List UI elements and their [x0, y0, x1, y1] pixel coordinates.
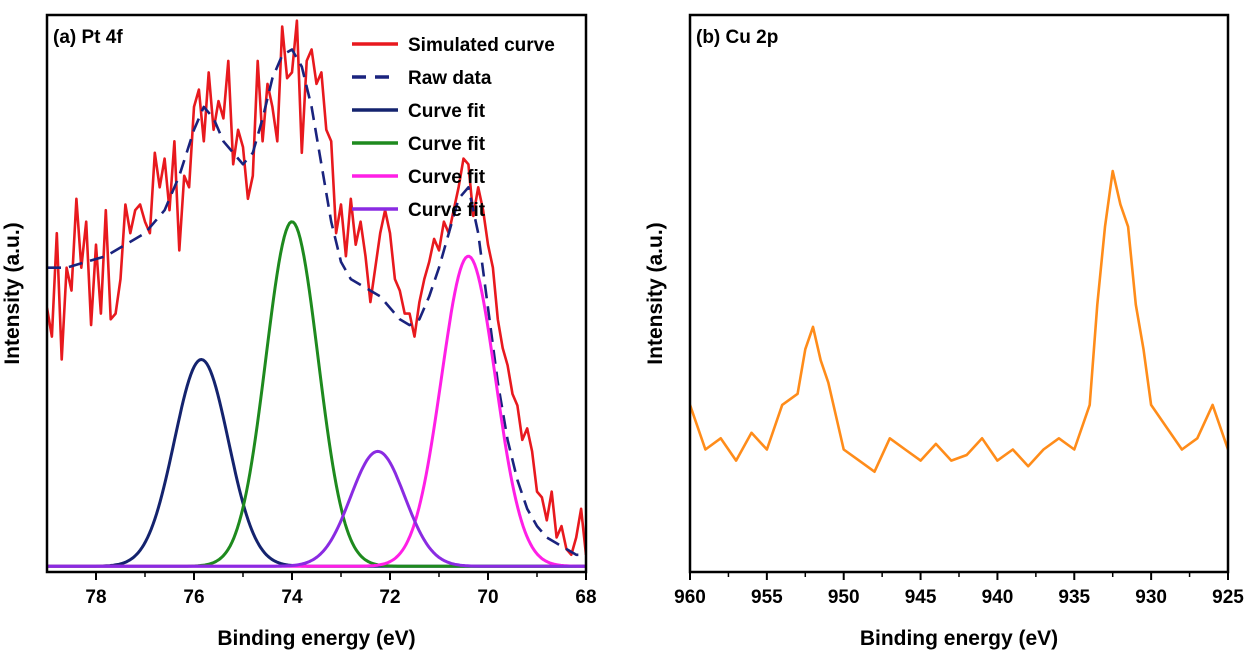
- panel-b-frame: [688, 13, 1230, 574]
- panel-a: 78 76 74 72 70 68 (a) Pt 4f Binding energy (e…: [1, 13, 597, 650]
- legend-label: Simulated curve: [408, 35, 555, 56]
- x-tick-label: 68: [575, 587, 596, 608]
- legend-label: Curve fit: [408, 167, 486, 188]
- x-tick-label: 70: [477, 587, 498, 608]
- panel-a-legend: Simulated curve Raw data Curve fit Curve fi…: [352, 35, 555, 221]
- series-spectrum-line: [690, 169, 1228, 473]
- series-simulated-curve-line: [47, 19, 586, 557]
- x-tick-label: 950: [828, 587, 860, 608]
- x-tick-label: 930: [1135, 587, 1167, 608]
- x-tick-label: 78: [85, 587, 106, 608]
- panel-a-x-axis-label: Binding energy (eV): [217, 627, 415, 650]
- x-tick-label: 72: [379, 587, 400, 608]
- legend-label: Curve fit: [408, 101, 486, 122]
- series-curve-fit-line: [47, 220, 586, 568]
- panel-b-title: (b) Cu 2p: [696, 27, 778, 48]
- x-tick-label: 945: [905, 587, 937, 608]
- x-tick-label: 935: [1058, 587, 1090, 608]
- panel-b-y-axis-label: Intensity (a.u.): [644, 222, 667, 364]
- legend-label: Curve fit: [408, 200, 486, 221]
- x-tick-label: 940: [982, 587, 1014, 608]
- x-tick-label: 925: [1212, 587, 1244, 608]
- panel-a-title: (a) Pt 4f: [53, 27, 123, 48]
- legend-label: Raw data: [408, 68, 492, 89]
- x-tick-label: 74: [281, 587, 303, 608]
- x-tick-label: 960: [674, 587, 706, 608]
- series-raw-data-line: [47, 48, 586, 557]
- panel-b-x-axis-label: Binding energy (eV): [860, 627, 1058, 650]
- legend-label: Curve fit: [408, 134, 486, 155]
- panel-a-y-axis-label: Intensity (a.u.): [1, 222, 24, 364]
- series-curve-fit-line: [47, 449, 586, 568]
- panel-b: 960 955 950 945 940 935 930 925 (b) Cu 2p Bindi…: [644, 13, 1244, 650]
- x-tick-label: 76: [183, 587, 204, 608]
- panel-a-frame: [45, 13, 588, 574]
- series-curve-fit-line: [47, 254, 586, 568]
- series-curve-fit-line: [47, 358, 586, 568]
- x-tick-label: 955: [751, 587, 783, 608]
